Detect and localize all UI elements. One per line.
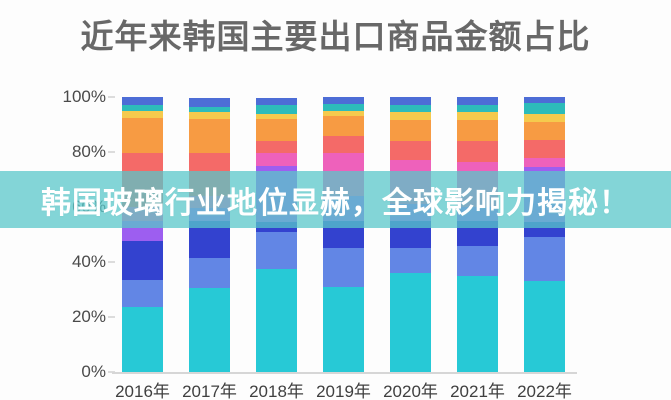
segment-orange [323,116,364,136]
segment-cyan [390,273,431,372]
segment-cyan [256,268,297,372]
segment-salmon [390,141,431,161]
overlay-banner-text: 韩国玻璃行业地位显赫，全球影响力揭秘！ [41,186,630,220]
segment-orange [390,120,431,141]
segment-magenta [524,157,565,168]
y-axis-tick [108,316,115,318]
segment-salmon [457,141,498,162]
segment-yellow [457,112,498,121]
segment-cyan [323,286,364,372]
x-axis-label: 2016年 [115,382,170,400]
x-axis-label: 2020年 [383,382,438,400]
segment-teal [390,105,431,113]
segment-salmon [524,139,565,158]
bar-2018年 [256,98,297,372]
y-axis-tick [108,261,115,263]
segment-orange [524,121,565,140]
segment-blue [256,98,297,106]
segment-yellow [189,112,230,119]
segment-cornflower [122,279,163,308]
y-axis-label: 80% [71,142,106,161]
segment-teal [189,106,230,113]
segment-blue [189,98,230,107]
segment-teal [323,103,364,111]
segment-cyan [189,288,230,372]
segment-cornflower [457,245,498,276]
segment-yellow [524,113,565,122]
segment-blue [524,97,565,103]
segment-salmon [323,135,364,154]
bar-2021年 [457,97,498,372]
x-axis-label: 2018年 [249,382,304,400]
segment-orange [122,117,163,154]
segment-darkblue [122,241,163,280]
segment-cornflower [189,257,230,289]
segment-yellow [323,110,364,117]
x-axis-label: 2019年 [316,382,371,400]
segment-orange [189,119,230,154]
x-axis-label: 2022年 [517,382,572,400]
segment-cornflower [524,237,565,282]
segment-teal [524,102,565,114]
segment-blue [323,97,364,104]
overlay-banner: 韩国玻璃行业地位显赫，全球影响力揭秘！ [0,171,671,228]
segment-orange [256,119,297,141]
x-axis-label: 2021年 [450,382,505,400]
segment-magenta [256,153,297,166]
segment-cyan [122,307,163,372]
segment-salmon [256,141,297,154]
segment-cornflower [256,231,297,269]
segment-blue [122,97,163,106]
y-axis-label: 100% [62,87,106,106]
y-axis-tick [108,151,115,153]
segment-orange [457,120,498,141]
x-axis-line [112,372,577,374]
chart-title: 近年来韩国主要出口商品金额占比 [80,18,591,55]
segment-cornflower [323,248,364,287]
bar-2017年 [189,98,230,372]
segment-teal [457,105,498,113]
segment-blue [390,97,431,106]
segment-teal [256,105,297,114]
segment-blue [457,97,498,106]
segment-cyan [524,281,565,372]
segment-cornflower [390,248,431,273]
segment-yellow [256,113,297,119]
y-axis-tick [108,371,115,373]
bar-2016年 [122,97,163,372]
bar-2022年 [524,97,565,372]
segment-teal [122,105,163,111]
y-axis-label: 20% [71,307,106,326]
segment-cyan [457,275,498,372]
y-axis-label: 40% [71,252,106,271]
y-axis-tick [108,96,115,98]
y-axis-label: 0% [81,362,106,381]
bar-2019年 [323,97,364,372]
x-axis-label: 2017年 [182,382,237,400]
bar-2020年 [390,97,431,372]
segment-yellow [122,110,163,118]
segment-yellow [390,112,431,121]
